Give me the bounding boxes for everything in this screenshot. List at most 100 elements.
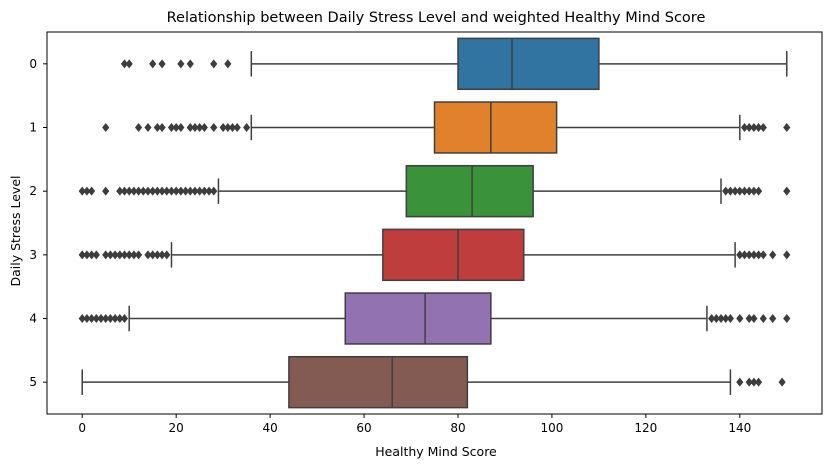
outlier-point: [778, 377, 786, 387]
y-tick-label: 5: [29, 375, 37, 389]
outlier-point: [783, 314, 791, 323]
outlier-point: [88, 250, 96, 260]
outlier-point: [153, 186, 161, 196]
outlier-point: [88, 186, 96, 196]
outlier-point: [177, 123, 185, 132]
axes: 0 20 40 60 80 100 120 140 0 1 2 3 4 5: [29, 31, 823, 435]
outlier-point: [210, 59, 218, 69]
outlier-point: [106, 250, 115, 260]
outlier-point: [731, 186, 739, 196]
outlier-point: [754, 123, 763, 132]
outlier-point: [228, 123, 237, 132]
box-series-2: [78, 164, 791, 218]
outlier-point: [726, 186, 735, 196]
outlier-point: [200, 186, 208, 196]
outlier-point: [78, 186, 86, 196]
outlier-point: [740, 250, 749, 260]
outlier-point: [750, 314, 758, 323]
outlier-point: [186, 186, 194, 196]
outlier-point: [158, 250, 166, 260]
box-series-3: [78, 228, 791, 282]
outlier-point: [78, 250, 86, 260]
outlier-point: [144, 123, 152, 132]
outlier-point: [144, 250, 152, 260]
x-tick-label: 120: [634, 421, 657, 435]
outlier-point: [177, 186, 185, 196]
outlier-point: [750, 186, 758, 196]
outlier-point: [191, 123, 199, 132]
x-tick-label: 100: [540, 421, 563, 435]
box-iqr: [288, 355, 469, 409]
outlier-point: [219, 123, 227, 132]
outlier-point: [172, 123, 180, 132]
outlier-point: [88, 314, 96, 323]
outlier-point: [745, 186, 753, 196]
outlier-point: [750, 123, 758, 132]
outlier-point: [167, 123, 176, 132]
outlier-point: [243, 123, 251, 132]
box-iqr: [433, 101, 558, 154]
outlier-point: [111, 250, 119, 260]
outlier-point: [745, 314, 753, 323]
outlier-point: [196, 186, 204, 196]
outlier-point: [759, 123, 767, 132]
outlier-point: [149, 59, 157, 69]
box-series-5: [81, 355, 786, 409]
outlier-point: [111, 314, 119, 323]
outlier-point: [740, 186, 749, 196]
box-series-0: [120, 37, 788, 91]
outlier-point: [736, 186, 744, 196]
y-tick-label: 0: [29, 57, 37, 71]
outlier-point: [726, 314, 735, 323]
outlier-point: [97, 314, 105, 323]
box-iqr: [457, 37, 600, 91]
y-axis-label: Daily Stress Level: [8, 176, 23, 287]
outlier-point: [163, 250, 171, 260]
outlier-point: [163, 186, 171, 196]
outlier-point: [134, 250, 143, 260]
outlier-point: [158, 59, 166, 69]
outlier-point: [153, 250, 161, 260]
outlier-point: [102, 123, 110, 132]
outlier-point: [153, 123, 161, 132]
x-tick-label: 0: [78, 421, 86, 435]
outlier-point: [754, 250, 763, 260]
outlier-point: [769, 250, 777, 260]
outlier-point: [783, 250, 791, 260]
outlier-point: [745, 377, 753, 387]
outlier-point: [754, 186, 763, 196]
outlier-point: [83, 186, 91, 196]
outlier-point: [106, 314, 115, 323]
outlier-point: [120, 250, 129, 260]
outlier-point: [130, 186, 138, 196]
outlier-point: [125, 186, 133, 196]
outlier-point: [125, 250, 133, 260]
outlier-point: [200, 123, 208, 132]
outlier-point: [181, 186, 190, 196]
outlier-point: [92, 250, 100, 260]
outlier-point: [120, 314, 129, 323]
outlier-point: [102, 250, 110, 260]
outlier-point: [224, 59, 232, 69]
outlier-point: [149, 250, 157, 260]
plot-area: [78, 37, 791, 409]
outlier-point: [783, 186, 791, 196]
outlier-point: [736, 250, 744, 260]
outlier-point: [177, 59, 185, 69]
x-tick-label: 20: [169, 421, 184, 435]
outlier-point: [158, 123, 166, 132]
outlier-point: [78, 314, 86, 323]
outlier-point: [736, 314, 744, 323]
plot-frame: [46, 31, 823, 415]
outlier-point: [144, 186, 152, 196]
box-series-4: [78, 292, 791, 345]
outlier-point: [205, 186, 213, 196]
outlier-point: [745, 123, 753, 132]
outlier-point: [120, 186, 129, 196]
outlier-point: [83, 250, 91, 260]
outlier-point: [210, 123, 218, 132]
outlier-point: [717, 314, 725, 323]
outlier-point: [186, 123, 194, 132]
outlier-point: [134, 123, 143, 132]
